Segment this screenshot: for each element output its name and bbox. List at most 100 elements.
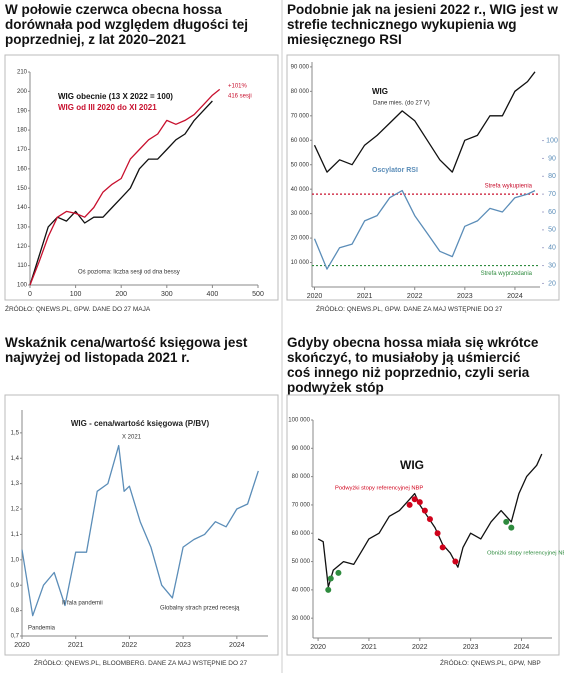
legend-label: WIG (400, 458, 424, 472)
series-line (21, 444, 259, 617)
x-tick-label: 2021 (361, 644, 377, 651)
y-tick-label: 40 000 (292, 587, 311, 593)
y-tick-label: 70 000 (291, 113, 310, 119)
x-tick-label: 2020 (310, 644, 326, 651)
panel (286, 394, 560, 656)
reference-label: Strefa wyprzedania (481, 271, 533, 277)
y-tick-label: 1,1 (11, 532, 20, 538)
y-tick-label: 200 (17, 89, 28, 95)
source: ŹRÓDŁO: QNEWS.PL, GPW. DANE DO 27 MAJA (5, 306, 151, 313)
series-line (313, 189, 536, 270)
x-tick-label: 2024 (229, 642, 245, 649)
y2-tick-label: 40 (548, 245, 556, 252)
y2-tick-label: 100 (546, 137, 558, 144)
y-tick-label: 40 000 (291, 187, 310, 193)
annotation: WIG - cena/wartość księgowa (P/BV) (71, 419, 210, 428)
y2-tick-label: 60 (548, 209, 556, 216)
point (416, 499, 423, 506)
y-tick-label: 0,8 (11, 608, 20, 614)
y-tick-label: 30 000 (292, 616, 311, 622)
point (325, 586, 332, 593)
point (411, 496, 418, 503)
y-tick-label: 80 000 (292, 474, 311, 480)
y-tick-label: 210 (17, 70, 28, 76)
annotation: Pandemia (28, 626, 56, 632)
point (426, 516, 433, 523)
annotation: Dane mies. (do 27 V) (373, 101, 430, 107)
point (503, 518, 510, 525)
x-tick-label: 0 (28, 291, 32, 298)
y-tick-label: 50 000 (292, 559, 311, 565)
heading: Gdyby obecna hossa miała się wkrótce sko… (287, 335, 539, 395)
annotation: +101% (228, 84, 248, 90)
legend-label: Oscylator RSI (372, 167, 418, 174)
y-tick-label: 100 (17, 283, 28, 289)
heading: W połowie czerwca obecna hossa dorównała… (5, 2, 249, 47)
y2-tick-label: 20 (548, 280, 556, 287)
y-tick-label: 60 000 (291, 138, 310, 144)
series-line (313, 71, 536, 173)
x-tick-label: 2024 (514, 644, 530, 651)
x-tick-label: 2023 (175, 642, 191, 649)
point (452, 558, 459, 565)
y-tick-label: 170 (17, 147, 28, 153)
legend-label: Podwyżki stopy referencyjnej NBP (335, 486, 423, 492)
y-tick-label: 1,4 (11, 456, 20, 462)
panel (4, 394, 279, 656)
heading: Wskaźnik cena/wartość księgowa jest najw… (5, 335, 248, 365)
point (439, 544, 446, 551)
point (327, 575, 334, 582)
y-tick-label: 160 (17, 166, 28, 172)
source: ŹRÓDŁO: QNEWS.PL, GPW, NBP (440, 660, 541, 667)
y-tick-label: 130 (17, 224, 28, 230)
series-line (29, 100, 213, 286)
y-tick-label: 0,9 (11, 583, 20, 589)
series-line (317, 453, 543, 588)
x-tick-label: 2020 (307, 293, 323, 300)
y-tick-label: 10 000 (291, 260, 310, 266)
heading: Podobnie jak na jesieni 2022 r., WIG jes… (287, 2, 558, 47)
y-tick-label: 120 (17, 244, 28, 250)
x-tick-label: 200 (115, 291, 127, 298)
y-tick-label: 70 000 (292, 503, 311, 509)
y-tick-label: 90 000 (291, 64, 310, 70)
point (508, 524, 515, 531)
y2-tick-label: 70 (548, 191, 556, 198)
y-tick-label: 1,2 (11, 507, 20, 513)
x-tick-label: 2021 (357, 293, 373, 300)
annotation: 416 sesji (228, 94, 252, 100)
annotation: Globalny strach przed recesją (160, 606, 240, 612)
source: ŹRÓDŁO: QNEWS.PL, GPW. DANE ZA MAJ WSTĘP… (316, 306, 503, 313)
point (421, 507, 428, 514)
source: ŹRÓDŁO: QNEWS.PL, BLOOMBERG. DANE ZA MAJ… (34, 660, 248, 667)
y-tick-label: 1,0 (11, 557, 20, 563)
legend-label: WIG (372, 87, 388, 96)
point (335, 569, 342, 576)
y-tick-label: 1,3 (11, 481, 20, 487)
y2-tick-label: 50 (548, 227, 556, 234)
annotation: Oś pozioma: liczba sesji od dna bessy (78, 270, 180, 276)
x-tick-label: 300 (161, 291, 173, 298)
x-tick-label: 500 (252, 291, 264, 298)
panel (286, 54, 560, 301)
x-tick-label: 2023 (463, 644, 479, 651)
annotation: X 2021 (122, 435, 142, 441)
panel (4, 54, 279, 301)
x-tick-label: 2021 (68, 642, 84, 649)
y-tick-label: 100 000 (288, 418, 310, 424)
y-tick-label: 190 (17, 108, 28, 114)
y-tick-label: 1,5 (11, 430, 20, 436)
y-tick-label: 50 000 (291, 162, 310, 168)
legend-label: WIG od III 2020 do XI 2021 (58, 103, 157, 112)
point (406, 501, 413, 508)
x-tick-label: 2024 (507, 293, 523, 300)
x-tick-label: 2022 (407, 293, 423, 300)
legend-label: Obniżki stopy referencyjnej NBP (487, 551, 564, 557)
y2-tick-label: 90 (548, 155, 556, 162)
x-tick-label: 400 (207, 291, 219, 298)
x-tick-label: 2020 (14, 642, 30, 649)
y-tick-label: 20 000 (291, 236, 310, 242)
x-tick-label: 2022 (122, 642, 138, 649)
point (434, 530, 441, 537)
